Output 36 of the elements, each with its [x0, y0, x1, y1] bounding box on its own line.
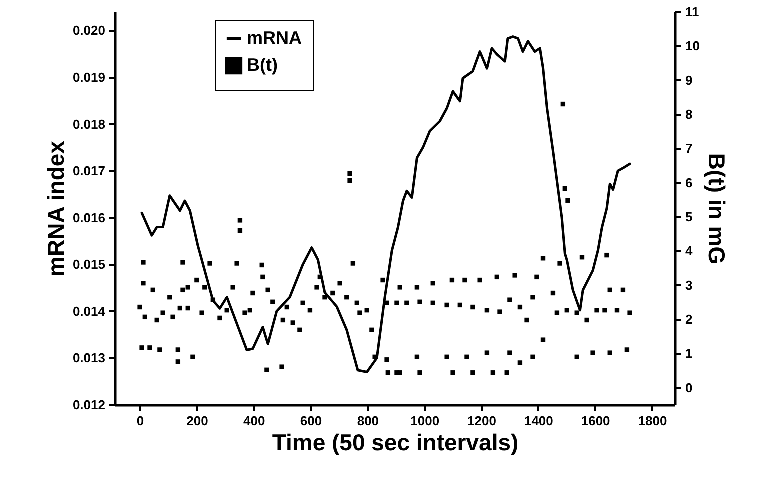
- x-tick-label: 800: [357, 414, 380, 428]
- legend-label: mRNA: [247, 28, 302, 48]
- y-tick-label: 0.018: [72, 116, 106, 132]
- y-tick-label: 0.014: [72, 304, 106, 319]
- y2-tick-label: 6: [686, 175, 693, 190]
- legend-label: B(t): [247, 55, 278, 75]
- x-tick-label: 1400: [524, 414, 554, 428]
- y-tick-label: 0.019: [72, 70, 106, 85]
- y2-tick-label: 4: [686, 244, 694, 259]
- y2-tick-label: 0: [686, 380, 693, 396]
- y2-tick-label: 10: [686, 38, 700, 54]
- x-tick-label: 200: [186, 414, 208, 428]
- y-tick-label: 0.013: [72, 350, 106, 366]
- y2-tick-label: 8: [686, 107, 693, 122]
- y-axis-title: mRNA index: [42, 140, 69, 277]
- x-tick-label: 600: [300, 414, 322, 428]
- y2-tick-label: 5: [686, 210, 693, 225]
- x-tick-label: 1800: [638, 414, 668, 428]
- x-tick-label: 400: [244, 414, 266, 428]
- y-tick-label: 0.016: [72, 210, 106, 226]
- x-tick-label: 1600: [581, 414, 610, 428]
- y2-tick-label: 3: [686, 278, 693, 293]
- y-tick-label: 0.012: [72, 398, 106, 412]
- y2-tick-label: 9: [686, 72, 693, 88]
- x-axis-title: Time (50 sec intervals): [272, 430, 519, 456]
- y-tick-label: 0.015: [72, 257, 106, 272]
- y-tick-label: 0.017: [72, 164, 106, 179]
- y2-tick-label: 2: [686, 312, 693, 328]
- y2-axis-title: B(t) in mG: [704, 153, 730, 265]
- x-tick-label: 1000: [410, 414, 440, 428]
- y2-tick-label: 11: [686, 4, 700, 20]
- x-tick-label: 1200: [468, 414, 496, 428]
- y-tick-label: 0.020: [72, 23, 106, 38]
- y2-tick-label: 1: [686, 346, 693, 362]
- y2-tick-label: 7: [686, 141, 693, 156]
- x-tick-label: 0: [136, 414, 144, 428]
